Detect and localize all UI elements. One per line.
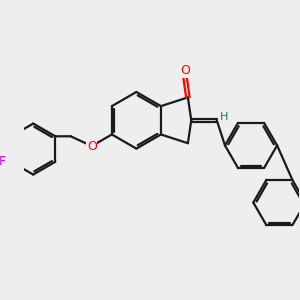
Text: O: O (180, 64, 190, 77)
Text: F: F (0, 155, 6, 168)
Text: H: H (220, 112, 229, 122)
Text: O: O (87, 140, 97, 153)
